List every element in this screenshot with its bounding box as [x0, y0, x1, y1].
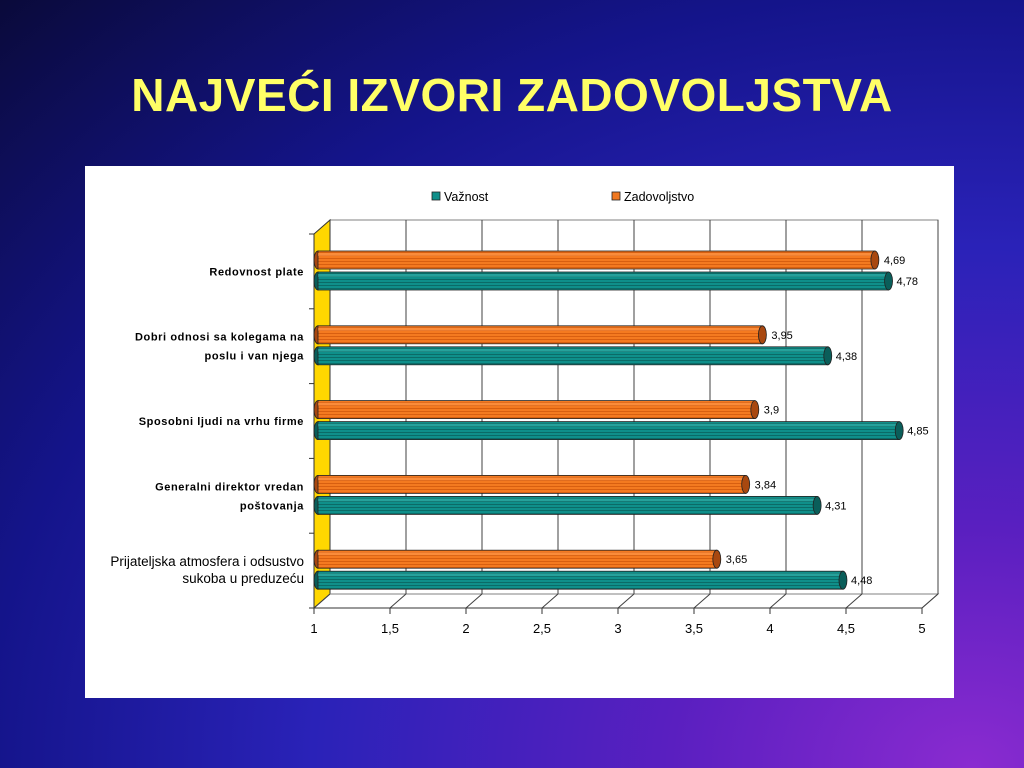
category-label: sukoba u preduzeću	[182, 571, 304, 586]
bar-vaznost: 4,31	[313, 495, 847, 515]
bar-highlight	[318, 274, 889, 277]
category-labels: Redovnost plate Dobri odnosi sa kolegama …	[110, 266, 304, 586]
chart-bars: 4,69 4,78 3,95 4,38 3,9 4,85 3,84 4,31 3,65 4,48	[313, 250, 929, 590]
category-label: poštovanja	[240, 500, 304, 512]
x-axis: 1 1,5 2 2,5 3 3,5 4 4,5 5	[310, 607, 926, 636]
data-label: 4,78	[897, 276, 918, 288]
bar-cap-right	[870, 250, 880, 270]
chart-panel: Važnost Zadovoljstvo 4,69 4,78 3,95 4,38 3,9 4…	[85, 166, 954, 698]
bar-highlight	[318, 253, 875, 256]
category-label: poslu i van njega	[205, 351, 305, 363]
chart-legend: Važnost Zadovoljstvo	[431, 190, 694, 204]
category-label: Dobri odnosi sa kolegama na	[135, 332, 304, 344]
bar-highlight	[318, 348, 828, 352]
x-tick-label: 2,5	[533, 621, 551, 636]
x-tick-label: 1	[310, 621, 317, 636]
legend-label: Važnost	[444, 190, 489, 204]
x-tick-label: 3	[614, 621, 621, 636]
bar-cap-right	[884, 271, 893, 291]
bar-vaznost: 4,78	[313, 271, 918, 291]
floor-gridline	[389, 593, 407, 609]
data-label: 3,95	[771, 330, 792, 342]
data-label: 4,38	[836, 351, 857, 363]
floor-gridline	[617, 593, 635, 609]
data-label: 4,31	[825, 500, 846, 512]
x-tick-label: 5	[918, 621, 925, 636]
floor-gridline	[769, 593, 787, 609]
x-tick-label: 4,5	[837, 621, 855, 636]
data-label: 3,84	[755, 479, 776, 491]
data-label: 4,85	[907, 426, 928, 438]
floor-gridline	[313, 593, 331, 609]
bar-zadovoljstvo: 3,84	[313, 474, 776, 494]
x-tick-label: 3,5	[685, 621, 703, 636]
floor-gridline	[921, 593, 939, 609]
bar-zadovoljstvo: 4,69	[313, 250, 905, 270]
bar-highlight	[318, 498, 818, 502]
bar-cap-right	[741, 474, 751, 494]
data-label: 3,65	[726, 554, 747, 566]
bar-cap-right	[758, 325, 767, 345]
data-label: 3,9	[764, 405, 779, 417]
bar-zadovoljstvo: 3,65	[313, 549, 747, 569]
bar-highlight	[318, 477, 746, 481]
category-label: Redovnost plate	[209, 266, 304, 278]
bar-cap-right	[823, 346, 833, 366]
x-tick-label: 2	[462, 621, 469, 636]
category-label: Sposobni ljudi na vrhu firme	[139, 416, 304, 428]
category-label: Prijateljska atmosfera i odsustvo	[110, 554, 304, 569]
x-tick-label: 4	[766, 621, 773, 636]
bar-chart: Važnost Zadovoljstvo 4,694,783,954,383,94…	[110, 190, 940, 636]
legend-swatch	[611, 191, 621, 201]
bar-vaznost: 4,85	[313, 421, 929, 441]
x-tick-label: 1,5	[381, 621, 399, 636]
slide-title: NAJVEĆI IZVORI ZADOVOLJSTVA	[131, 69, 893, 121]
floor-gridline	[541, 593, 559, 609]
legend-swatch	[431, 191, 441, 201]
bar-cap-right	[838, 570, 848, 590]
bar-zadovoljstvo: 3,95	[313, 325, 793, 345]
bar-cap-right	[812, 495, 822, 515]
data-label: 4,48	[851, 575, 872, 587]
bar-vaznost: 4,48	[313, 570, 872, 590]
floor-gridline	[693, 593, 711, 609]
legend-label: Zadovoljstvo	[624, 190, 694, 204]
bar-cap-right	[712, 549, 722, 569]
bar-highlight	[318, 327, 763, 331]
bar-cap-right	[750, 400, 760, 420]
bar-vaznost: 4,38	[313, 346, 857, 366]
category-label: Generalni direktor vredan	[155, 481, 304, 493]
data-label: 4,69	[884, 255, 905, 267]
floor-gridline	[465, 593, 483, 609]
bar-highlight	[318, 552, 717, 556]
floor-gridline	[845, 593, 863, 609]
bar-highlight	[318, 573, 843, 577]
bar-highlight	[318, 423, 900, 427]
bar-cap-right	[894, 421, 904, 441]
bar-zadovoljstvo: 3,9	[313, 400, 779, 420]
bar-highlight	[318, 402, 755, 406]
